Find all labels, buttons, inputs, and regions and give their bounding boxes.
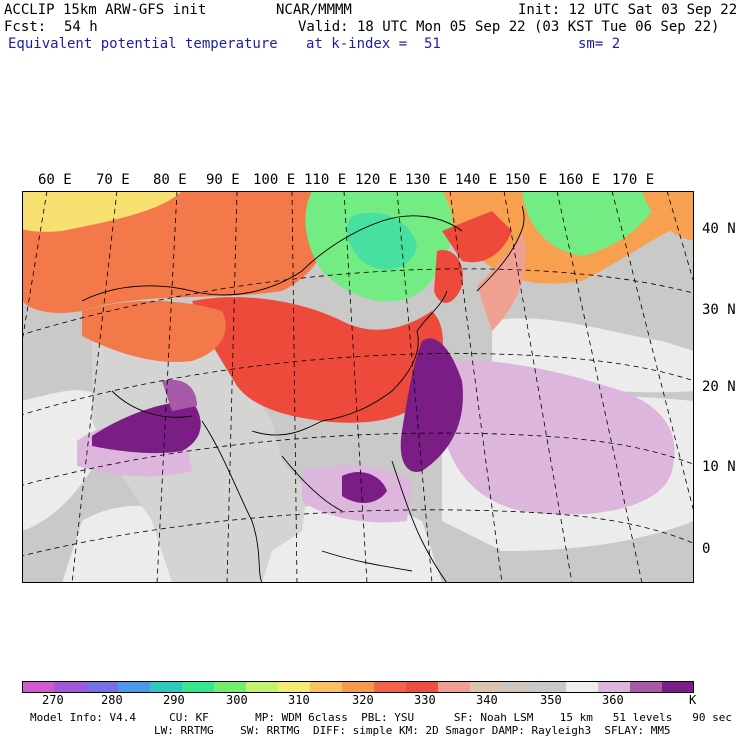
model-info: Model Info: V4.4 CU: KF MP: WDM 6class P… xyxy=(30,711,732,724)
physics-info: LW: RRTMG SW: RRTMG DIFF: simple KM: 2D … xyxy=(154,724,671,737)
colorbar-cell xyxy=(182,681,215,693)
peach-japan xyxy=(477,231,526,331)
colorbar-cell xyxy=(246,681,279,693)
lon-label: 60 E xyxy=(38,172,72,188)
colorbar-tick: 290 xyxy=(163,693,185,707)
colorbar-tick: 280 xyxy=(101,693,123,707)
fcst-value: 54 h xyxy=(64,19,98,35)
lon-label: 140 E xyxy=(455,172,498,188)
orange-ne xyxy=(642,191,694,241)
colorbar-cell xyxy=(118,681,151,693)
colorbar-cell xyxy=(22,681,55,693)
graticule xyxy=(22,191,694,583)
green-region-ne xyxy=(522,191,662,256)
yellow-patch xyxy=(22,191,182,232)
colorbar-cell xyxy=(406,681,439,693)
lon-label: 120 E xyxy=(355,172,398,188)
lat-label: 40 N xyxy=(702,221,736,237)
colorbar-cell xyxy=(534,681,567,693)
colorbar-tick: 300 xyxy=(226,693,248,707)
colorbar-cell xyxy=(502,681,535,693)
org-label: NCAR/MMMM xyxy=(276,2,352,18)
colorbar-cell xyxy=(470,681,503,693)
colorbar-cell xyxy=(374,681,407,693)
colorbar-cell xyxy=(86,681,119,693)
colorbar-cell xyxy=(438,681,471,693)
lat-label: 20 N xyxy=(702,379,736,395)
lon-label: 150 E xyxy=(505,172,548,188)
level-info: at k-index = 51 xyxy=(306,36,441,52)
colorbar-tick: 330 xyxy=(414,693,436,707)
fcst-label: Fcst: xyxy=(4,19,47,35)
lon-label: 130 E xyxy=(405,172,448,188)
orange-red-tibet xyxy=(82,300,226,362)
dark-purple-scs xyxy=(342,471,387,503)
map-frame xyxy=(22,191,694,583)
lon-label: 170 E xyxy=(612,172,655,188)
light-gray-region xyxy=(22,390,112,531)
lat-label: 0 xyxy=(702,541,711,557)
dark-purple-pacific xyxy=(400,338,463,472)
colorbar-cell xyxy=(342,681,375,693)
colorbar-cell xyxy=(278,681,311,693)
colorbar-tick: 350 xyxy=(540,693,562,707)
colorbar-tick: 270 xyxy=(42,693,64,707)
smoothing-info: sm= 2 xyxy=(578,36,621,52)
lon-label: 110 E xyxy=(304,172,347,188)
red-korea xyxy=(434,250,463,303)
lon-label: 90 E xyxy=(206,172,240,188)
coastlines xyxy=(81,205,525,583)
lon-label: 80 E xyxy=(153,172,187,188)
field-name: Equivalent potential temperature xyxy=(8,36,278,52)
model-title: ACCLIP 15km ARW-GFS init xyxy=(4,2,207,18)
red-north-china xyxy=(442,211,512,263)
cyan-green-region xyxy=(346,212,417,270)
init-time: Init: 12 UTC Sat 03 Sep 22 xyxy=(518,2,738,18)
colorbar-cell xyxy=(630,681,663,693)
lon-label: 100 E xyxy=(253,172,296,188)
dark-purple-bay xyxy=(92,401,201,454)
colorbar-cell xyxy=(662,681,694,693)
colorbar-tick: 310 xyxy=(288,693,310,707)
lon-label: 160 E xyxy=(558,172,601,188)
colorbar-cell xyxy=(310,681,343,693)
colorbar-tick: 340 xyxy=(476,693,498,707)
colorbar xyxy=(22,681,694,693)
colorbar-cell xyxy=(214,681,247,693)
valid-time: Valid: 18 UTC Mon 05 Sep 22 (03 KST Tue … xyxy=(298,19,720,35)
colorbar-tick: 360 xyxy=(602,693,624,707)
colorbar-unit: K xyxy=(689,693,697,707)
mid-purple-bay xyxy=(162,379,197,411)
lat-label: 30 N xyxy=(702,302,736,318)
colorbar-cell xyxy=(54,681,87,693)
colorbar-cell xyxy=(566,681,599,693)
orange-band xyxy=(22,191,694,284)
colorbar-cell xyxy=(150,681,183,693)
lat-label: 10 N xyxy=(702,459,736,475)
colorbar-tick: 320 xyxy=(352,693,374,707)
lon-label: 70 E xyxy=(96,172,130,188)
colorbar-cell xyxy=(598,681,631,693)
theta-e-map xyxy=(22,191,694,583)
red-region-china xyxy=(192,297,443,423)
